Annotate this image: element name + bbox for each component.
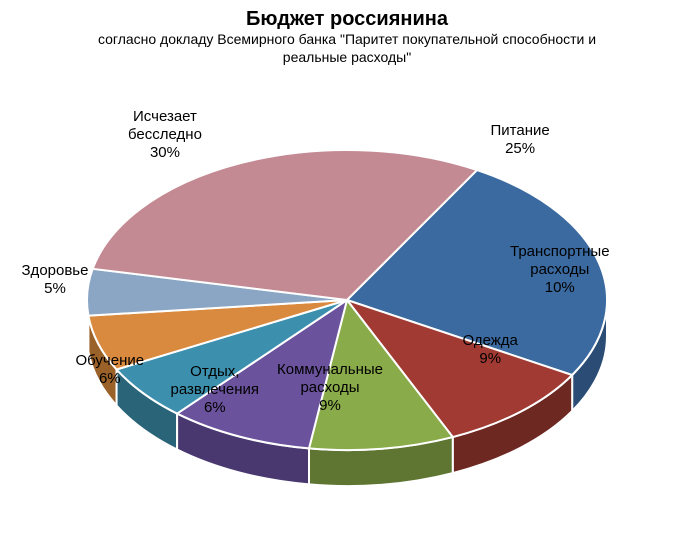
slice-label: Здоровье 5% — [22, 262, 89, 298]
slice-label: Исчезает бесследно 30% — [128, 108, 202, 162]
chart-subtitle: согласно докладу Всемирного банка "Парит… — [0, 31, 694, 66]
slice-label: Транспортные расходы 10% — [510, 243, 610, 297]
chart-container: Бюджет россиянина согласно докладу Всеми… — [0, 0, 694, 540]
slice-label: Питание 25% — [491, 122, 550, 158]
slice-label: Одежда 9% — [463, 332, 518, 368]
chart-title: Бюджет россиянина — [0, 0, 694, 31]
pie-chart: Питание 25% Транспортные расходы 10% Одежд… — [0, 90, 694, 530]
slice-label: Коммунальные расходы 9% — [277, 361, 383, 415]
slice-label: Обучение 6% — [76, 352, 145, 388]
slice-label: Отдых, развлечения 6% — [171, 363, 260, 417]
pie-svg — [0, 90, 694, 530]
